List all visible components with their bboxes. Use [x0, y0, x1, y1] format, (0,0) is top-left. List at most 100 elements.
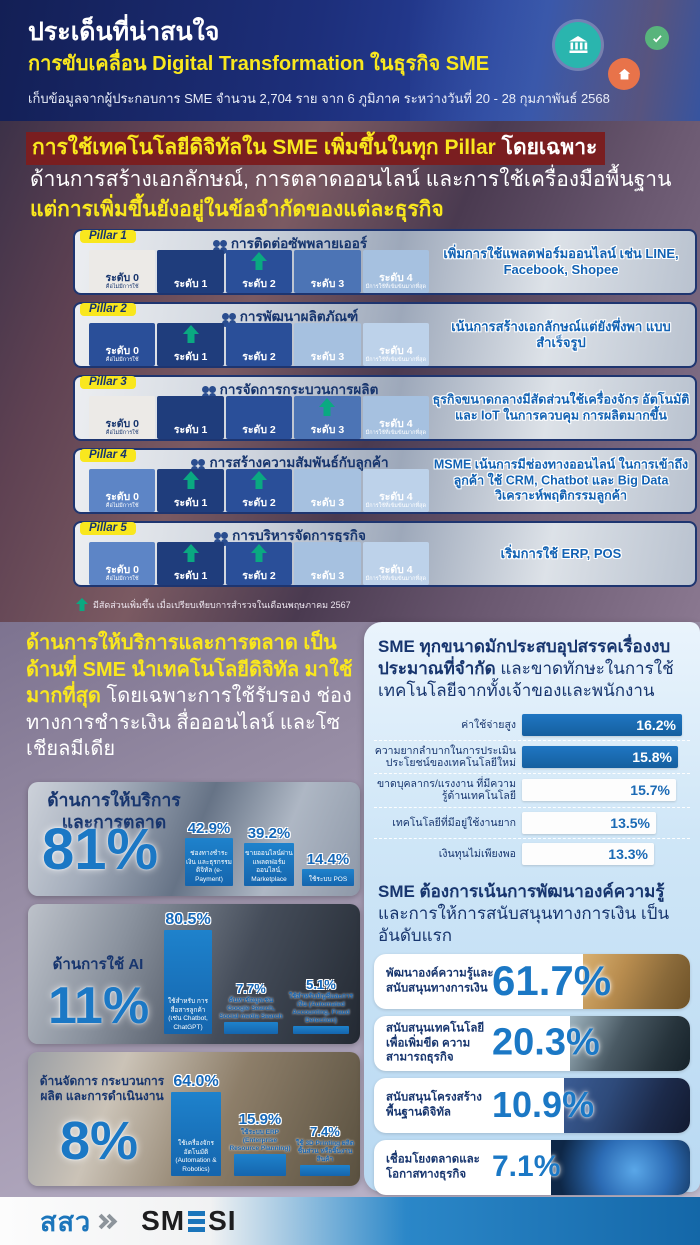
bar-label: ค้นหาข้อมูลเช่น Google Search, Social me… [219, 996, 283, 1020]
pillar-list: Pillar 1 การติดต่อซัพพลายเออร์ ระดับ 0 คื… [73, 229, 697, 594]
level-box: ระดับ 2 [225, 323, 293, 366]
up-arrow-icon [182, 325, 200, 345]
customers-icon [191, 459, 199, 466]
level-box: ระดับ 1 [157, 542, 224, 585]
pillar-card-4: Pillar 4 การสร้างความสัมพันธ์กับลูกค้า ร… [73, 448, 697, 514]
services-heading-rest: โดยเฉพาะการใช้รับรอง ช่องทางการชำระเงิน … [26, 685, 352, 761]
level-box: ระดับ 2 [225, 542, 293, 585]
intro-statement: การใช้เทคโนโลยีดิจิทัลใน SME เพิ่มขึ้นใน… [26, 132, 678, 224]
growth-arrow-icon [76, 598, 88, 612]
obstacle-label: ค่าใช้จ่ายสูง [461, 719, 516, 732]
level-box: ระดับ 2 [225, 250, 293, 293]
bar-percent: 14.4% [306, 851, 350, 868]
mini-bar: 7.7% ค้นหาข้อมูลเช่น Google Search, Soci… [219, 981, 283, 1034]
supplier-icon [212, 240, 220, 247]
smesi-e-icon [188, 1210, 206, 1232]
pillar-card-5: Pillar 5 การบริหารจัดการธุรกิจ ระดับ 0 คื… [73, 521, 697, 587]
need-card: เชื่อมโยงตลาดและ โอกาสทางธุรกิจ 7.1% [374, 1139, 690, 1195]
bar-percent: 7.4% [310, 1123, 340, 1139]
check-icon [645, 26, 669, 50]
mini-bar-chart: 80.5% ใช้สำหรับ การสื่อสารลูกค้า (เช่น C… [162, 911, 354, 1034]
need-label: สนับสนุนเทคโนโลยี เพื่อเพิ่มขีด ความสามา… [386, 1022, 485, 1064]
header: ประเด็นที่น่าสนใจ การขับเคลื่อน Digital … [0, 0, 700, 121]
obstacle-row: เงินทุนไม่เพียงพอ 13.3% [374, 839, 690, 869]
pillar-tag: Pillar 5 [80, 522, 136, 535]
process-icon [201, 386, 209, 393]
barriers-chart: ค่าใช้จ่ายสูง 16.2% ความยากลำบากในการประ… [374, 710, 690, 868]
bar-percent: 15.9% [238, 1110, 282, 1128]
pillar-tag: Pillar 1 [80, 230, 136, 243]
bar-label: ใช้สำหรับบัญชีและการเงิน (Automated Acco… [289, 992, 353, 1024]
bar-label: ช่องทางชำระเงิน และธุรกรรมดิจิทัล (e-Pay… [186, 850, 232, 883]
big-percent: 11% [48, 977, 150, 1035]
right-panel: SME ทุกขนาดมักประสบอุปสรรคเรื่องงบประมาณ… [364, 622, 700, 1195]
level-scale: ระดับ 0 คือไม่มีการใช้ ระดับ 1 ระดับ 2 ระ… [89, 542, 430, 585]
intro-line2: ด้านการสร้างเอกลักษณ์, การตลาดออนไลน์ แล… [30, 167, 672, 191]
up-arrow-icon [250, 471, 268, 491]
barriers-heading-bold: SME ทุกขนาดมักประสบอุปสรรคเรื่องงบประมาณ… [378, 637, 671, 679]
obstacle-bar: 15.8% [522, 746, 678, 769]
level-box: ระดับ 4 มีการใช้ที่เข้มข้นมากที่สุด [362, 396, 430, 439]
survey-note: เก็บข้อมูลจากผู้ประกอบการ SME จำนวน 2,70… [28, 91, 610, 106]
level-scale: ระดับ 0 คือไม่มีการใช้ ระดับ 1 ระดับ 2 ระ… [89, 396, 430, 439]
obstacle-label: ขาดบุคลากร/แรงงาน ที่มีความรู้ด้านเทคโนโ… [376, 778, 516, 803]
level-box: ระดับ 0 คือไม่มีการใช้ [89, 323, 156, 366]
obstacle-row: เทคโนโลยีที่มีอยู่ใช้งานยาก 13.5% [374, 808, 690, 839]
level-scale: ระดับ 0 คือไม่มีการใช้ ระดับ 1 ระดับ 2 ระ… [89, 250, 430, 293]
bar-label: ขายออนไลน์ผ่าน แพลตฟอร์มออนไลน์, Marketp… [245, 850, 293, 883]
money-photo [582, 953, 690, 1009]
level-scale: ระดับ 0 คือไม่มีการใช้ ระดับ 1 ระดับ 2 ระ… [89, 323, 430, 366]
barriers-heading-rest: และขาดทักษะในการใช้เทคโนโลยีจากทั้งเจ้าข… [378, 659, 674, 701]
up-arrow-icon [182, 544, 200, 564]
bar-label: ใช้ระบบ POS [308, 875, 348, 883]
pillar-title: การจัดการกระบวนการผลิต [219, 382, 379, 397]
level-box: ระดับ 4 มีการใช้ที่เข้มข้นมากที่สุด [362, 323, 430, 366]
need-percent: 7.1% [492, 1150, 561, 1184]
need-card: สนับสนุนเทคโนโลยี เพื่อเพิ่มขีด ความสามา… [374, 1015, 690, 1071]
card-title: ด้านการใช้ AI [52, 956, 144, 973]
obstacle-label: เทคโนโลยีที่มีอยู่ใช้งานยาก [392, 816, 516, 829]
obstacle-row: ขาดบุคลากร/แรงงาน ที่มีความรู้ด้านเทคโนโ… [374, 774, 690, 808]
big-percent: 81% [42, 817, 159, 882]
smesi-logo: SM SI [141, 1205, 236, 1237]
digital-photo [550, 1139, 690, 1195]
mini-bar: 5.1% ใช้สำหรับบัญชีและการเงิน (Automated… [288, 976, 354, 1034]
level-box: ระดับ 3 [294, 542, 361, 585]
intro-highlight-strip: การใช้เทคโนโลยีดิจิทัลใน SME เพิ่มขึ้นใน… [26, 132, 606, 165]
big-percent: 8% [60, 1111, 139, 1171]
pillar-card-1: Pillar 1 การติดต่อซัพพลายเออร์ ระดับ 0 คื… [73, 229, 697, 295]
stat-card-services: ด้านการให้บริการ และการตลาด 81% 42.9% ช่… [28, 782, 360, 896]
pillar-title: การพัฒนาผลิตภัณฑ์ [239, 309, 359, 324]
card-title: ด้านการให้บริการ และการตลาด [47, 790, 181, 832]
level-box: ระดับ 3 [294, 323, 361, 366]
home-icon [608, 58, 640, 90]
obstacle-label: ความยากลำบากในการประเมิน ประโยชน์ของเทคโ… [374, 745, 516, 770]
header-art [410, 0, 700, 121]
intro-highlight: การใช้เทคโนโลยีดิจิทัลใน SME เพิ่มขึ้นใน… [32, 136, 496, 159]
need-percent: 61.7% [492, 957, 612, 1005]
footer: สสว SM SI [0, 1197, 700, 1245]
pillar-tag: Pillar 4 [80, 449, 136, 462]
smesi-logo-suffix: SI [208, 1205, 237, 1236]
level-box: ระดับ 1 [157, 323, 224, 366]
mini-bar-chart: 42.9% ช่องทางชำระเงิน และธุรกรรมดิจิทัล … [182, 820, 354, 886]
mini-bar-chart: 64.0% ใช้เครื่องจักร อัตโนมัติ (Automati… [168, 1073, 354, 1176]
barriers-heading: SME ทุกขนาดมักประสบอุปสรรคเรื่องงบประมาณ… [378, 636, 686, 702]
level-box: ระดับ 1 [157, 469, 224, 512]
bar-percent: 5.1% [306, 976, 336, 992]
stat-card-ai: ด้านการใช้ AI 11% 80.5% ใช้สำหรับ การสื่… [28, 904, 360, 1044]
up-arrow-icon [182, 471, 200, 491]
page-subtitle: การขับเคลื่อน Digital Transformation ในธ… [28, 53, 490, 75]
need-card: พัฒนาองค์ความรู้และ สนับสนุนทางการเงิน 6… [374, 953, 690, 1009]
mini-bar: 80.5% ใช้สำหรับ การสื่อสารลูกค้า (เช่น C… [162, 911, 214, 1034]
pillar-footnote: มีสัดส่วนเพิ่มขึ้น เมื่อเปรียบเทียบการสำ… [76, 598, 351, 612]
card-title: ด้านจัดการ กระบวนการผลิต และการดำเนินงาน [39, 1074, 165, 1103]
level-box: ระดับ 3 [294, 396, 361, 439]
bar-percent: 64.0% [173, 1073, 219, 1090]
up-arrow-icon [250, 544, 268, 564]
obstacle-label: เงินทุนไม่เพียงพอ [438, 847, 516, 860]
pillar-tag: Pillar 3 [80, 376, 136, 389]
pillar-note: เริ่มการใช้ ERP, POS [500, 545, 622, 561]
